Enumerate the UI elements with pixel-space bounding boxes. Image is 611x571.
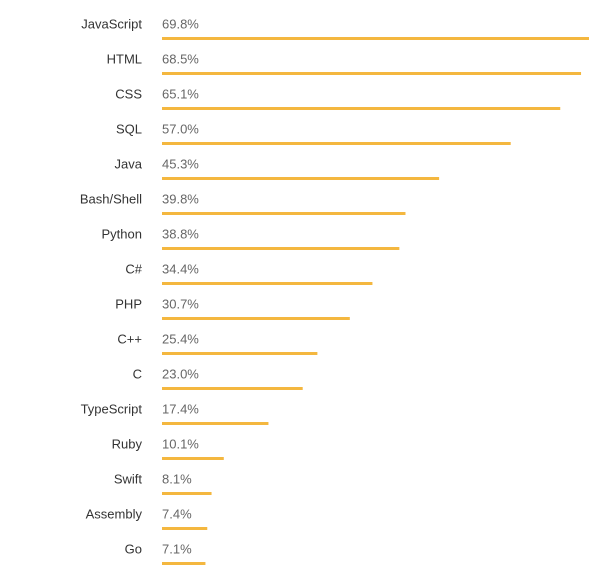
bar [162, 492, 212, 495]
value-label: 17.4% [162, 401, 199, 416]
bar [162, 457, 224, 460]
category-label: Python [102, 226, 142, 241]
value-label: 10.1% [162, 436, 199, 451]
bar [162, 282, 373, 285]
bar [162, 107, 561, 110]
category-label: C# [125, 261, 142, 276]
value-label: 57.0% [162, 121, 199, 136]
value-label: 68.5% [162, 51, 199, 66]
category-label: PHP [115, 296, 142, 311]
bar [162, 422, 269, 425]
value-label: 39.8% [162, 191, 199, 206]
value-label: 69.8% [162, 16, 199, 31]
value-label: 38.8% [162, 226, 199, 241]
category-label: C++ [117, 331, 142, 346]
bar [162, 247, 400, 250]
category-label: Ruby [112, 436, 143, 451]
value-label: 30.7% [162, 296, 199, 311]
category-label: TypeScript [81, 401, 143, 416]
category-label: HTML [107, 51, 142, 66]
category-label: CSS [115, 86, 142, 101]
value-label: 25.4% [162, 331, 199, 346]
category-label: Bash/Shell [80, 191, 142, 206]
category-label: Go [125, 541, 142, 556]
value-label: 7.4% [162, 506, 192, 521]
category-label: C [133, 366, 142, 381]
value-label: 34.4% [162, 261, 199, 276]
bar [162, 352, 318, 355]
bar [162, 212, 406, 215]
value-label: 8.1% [162, 471, 192, 486]
bar [162, 527, 208, 530]
bar [162, 387, 303, 390]
bar [162, 37, 589, 40]
value-label: 7.1% [162, 541, 192, 556]
bar [162, 562, 206, 565]
bar [162, 177, 440, 180]
value-label: 23.0% [162, 366, 199, 381]
category-label: Java [115, 156, 143, 171]
bar [162, 142, 511, 145]
value-label: 65.1% [162, 86, 199, 101]
category-label: SQL [116, 121, 142, 136]
bar [162, 317, 350, 320]
bar [162, 72, 582, 75]
value-label: 45.3% [162, 156, 199, 171]
category-label: Swift [114, 471, 143, 486]
category-label: Assembly [86, 506, 143, 521]
category-label: JavaScript [81, 16, 142, 31]
